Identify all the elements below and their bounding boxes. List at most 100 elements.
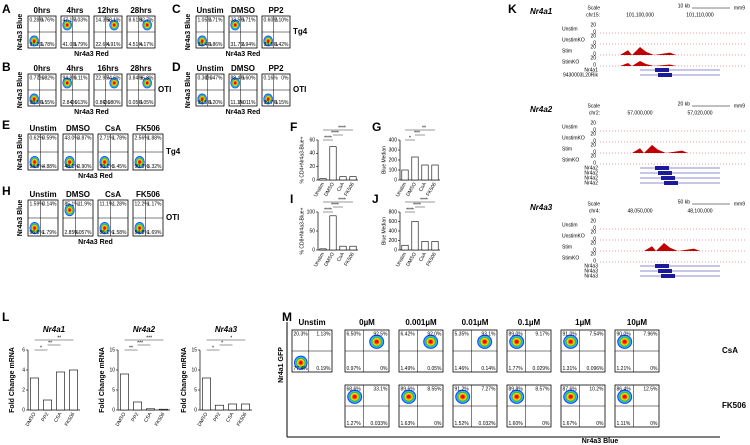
bar [146, 408, 155, 411]
transcript-label: Nr4a3 [584, 273, 598, 279]
quadrant-percent: 41.0% [63, 42, 78, 48]
plot-title: DMSO [231, 64, 255, 73]
y-tick-label: 100 [389, 167, 398, 173]
density-blob [103, 160, 106, 164]
quadrant-percent: 0.59% [42, 135, 57, 141]
track-axis: 20 [590, 120, 596, 126]
significance-label: **** [406, 207, 414, 213]
chart-title: Nr4a3 [215, 325, 238, 334]
quadrant-percent: 1.11% [617, 421, 631, 427]
significance-label: **** [413, 202, 421, 208]
y-tick-label: 5 [112, 387, 115, 393]
bar [339, 245, 347, 251]
bar [202, 377, 211, 411]
quadrant-percent: 0.05% [129, 100, 144, 106]
panel-letter: L [2, 310, 9, 324]
quadrant-percent: 93.1% [481, 331, 496, 337]
quadrant-percent: 3.79% [73, 42, 88, 48]
bar [228, 403, 237, 411]
exon [661, 274, 675, 278]
density-blob [428, 339, 433, 344]
plot-title: FK506 [136, 190, 161, 199]
quadrant-percent: 0.20% [208, 100, 223, 106]
track-axis: 20 [590, 33, 596, 39]
transcript-label: 9430003L20Rik [563, 72, 599, 78]
density-blob [68, 208, 71, 212]
quadrant-percent: 90.3% [135, 164, 150, 170]
quadrant-percent: 1.69% [147, 230, 162, 236]
quadrant-percent: 0.05% [139, 100, 154, 106]
sample-label: Stim [562, 48, 572, 54]
significance-label: **** [324, 207, 332, 213]
significance-label: ** [422, 125, 426, 131]
transcript-label: Nr4a2 [584, 165, 598, 171]
y-tick-label: 5 [194, 387, 197, 393]
dose-label: 10µM [627, 318, 648, 327]
genome-label: mm9 [734, 201, 745, 207]
quadrant-percent: 1.05% [198, 17, 213, 23]
density-blob [374, 339, 379, 344]
quadrant-percent: 77.4% [294, 366, 309, 372]
panel-letter: K [508, 2, 517, 16]
quadrant-percent: 93.4% [198, 42, 213, 48]
transcript-label: Nr4a1 [584, 67, 598, 73]
quadrant-percent: 5.35% [455, 331, 470, 337]
y-tick-label: 0 [312, 177, 315, 183]
y-tick-label: 20 [309, 164, 315, 170]
quadrant-percent: 1.49% [401, 366, 416, 372]
y-axis-label: % CD4+Nr4a3-Blue+ [299, 136, 305, 183]
quadrant-percent: 7.27% [481, 386, 496, 392]
quadrant-percent: 0.28% [30, 17, 45, 23]
track-axis: 20 [590, 218, 596, 224]
significance-label: * [409, 135, 411, 141]
bar [120, 373, 129, 411]
quadrant-percent: 90.1% [100, 164, 115, 170]
coordinate: 48,100,000 [687, 208, 712, 214]
y-axis-label: Blue Median [381, 146, 387, 174]
quadrant-percent: 8.57% [535, 386, 550, 392]
transcript-label: Nr4a2 [584, 170, 598, 176]
density-blob [233, 23, 237, 27]
track-axis: 0 [593, 236, 596, 242]
density-blob [103, 226, 106, 230]
y-tick-label: 0 [394, 177, 397, 183]
density-blob [460, 394, 465, 399]
plot-title: Unstim [196, 64, 223, 73]
quadrant-percent: 10.2% [589, 386, 604, 392]
density-blob [138, 226, 141, 230]
quadrant-percent: 7.54% [589, 331, 604, 337]
y-axis-label: % CD8+Nr4a3-Blue+ [299, 207, 305, 254]
quadrant-percent: 3.84% [129, 75, 144, 81]
quadrant-percent: 2.84% [63, 100, 78, 106]
y-axis-label: Nr4a3 Blue [185, 14, 192, 51]
significance-label: **** [420, 197, 428, 203]
sample-label: StimKO [562, 59, 579, 65]
bar [215, 404, 224, 411]
quadrant-percent: 1.13% [316, 331, 331, 337]
bar [349, 176, 357, 181]
quadrant-percent: 14.3% [96, 17, 111, 23]
bar [431, 164, 439, 181]
track-axis: 0 [593, 138, 596, 144]
significance-label: ** [57, 335, 61, 341]
significance-label: **** [338, 125, 346, 131]
density-blob [352, 394, 357, 399]
row-label: CsA [722, 346, 738, 355]
quadrant-percent: 1.60% [509, 421, 524, 427]
track-axis: 20 [590, 44, 596, 50]
scale-label: 10 kb [678, 3, 690, 9]
density-blob [200, 97, 204, 101]
panel-letter: M [282, 310, 292, 324]
quadrant-percent: 0% [650, 421, 658, 427]
quadrant-percent: 0.013% [71, 100, 89, 106]
bar [411, 156, 419, 181]
quadrant-percent: 9.17% [535, 331, 550, 337]
quadrant-percent: 6.42% [401, 331, 416, 337]
quadrant-percent: 31.7% [231, 42, 246, 48]
quadrant-percent: 0.76% [40, 17, 55, 23]
quadrant-percent: 7.03% [73, 17, 88, 23]
y-tick-label: 400 [389, 228, 398, 234]
bar [421, 164, 429, 181]
coordinate: 57,020,000 [687, 110, 712, 116]
y-axis-label: Nr4a3 Blue [185, 72, 192, 109]
